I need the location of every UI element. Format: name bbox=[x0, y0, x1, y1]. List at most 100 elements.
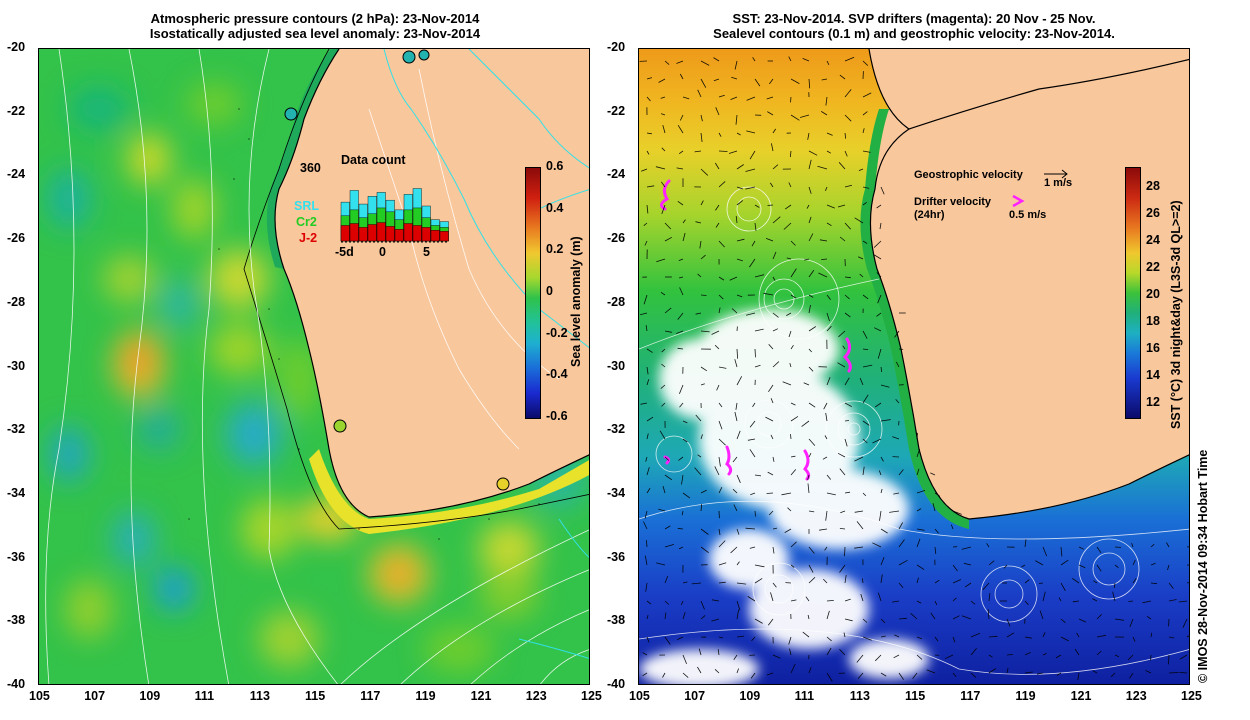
velocity-arrow bbox=[646, 150, 650, 155]
velocity-arrow bbox=[790, 663, 796, 674]
velocity-arrow bbox=[872, 438, 882, 444]
velocity-arrow bbox=[839, 528, 846, 530]
velocity-arrow bbox=[1186, 582, 1189, 584]
velocity-arrow bbox=[844, 402, 852, 407]
velocity-arrow bbox=[1042, 653, 1047, 656]
velocity-arrow bbox=[1096, 650, 1102, 656]
velocity-arrow bbox=[700, 528, 709, 535]
velocity-arrow bbox=[898, 539, 905, 548]
velocity-arrow bbox=[825, 412, 828, 422]
velocity-arrow bbox=[891, 600, 900, 603]
velocity-arrow bbox=[826, 222, 832, 227]
velocity-arrow bbox=[1150, 582, 1158, 585]
velocity-arrow bbox=[747, 596, 756, 602]
velocity-arrow bbox=[1166, 542, 1170, 548]
velocity-arrow bbox=[767, 204, 774, 206]
velocity-arrow bbox=[664, 236, 672, 242]
velocity-arrow bbox=[824, 546, 828, 551]
velocity-arrow bbox=[754, 222, 757, 231]
velocity-arrow bbox=[682, 611, 686, 620]
velocity-arrow bbox=[754, 348, 756, 358]
right_panel-xtick: 121 bbox=[1070, 689, 1092, 703]
velocity-arrow bbox=[804, 258, 810, 261]
velocity-arrow bbox=[682, 672, 689, 678]
velocity-arrow bbox=[837, 452, 846, 458]
velocity-arrow bbox=[732, 456, 738, 463]
velocity-arrow bbox=[772, 582, 777, 588]
left_panel-xtick: 125 bbox=[581, 689, 602, 703]
velocity-arrow bbox=[787, 507, 792, 512]
velocity-arrow bbox=[898, 672, 904, 680]
velocity-arrow bbox=[772, 361, 780, 368]
velocity-arrow bbox=[799, 114, 810, 118]
left-title-line1: Atmospheric pressure contours (2 hPa): 2… bbox=[150, 11, 480, 26]
velocity-arrow bbox=[730, 96, 738, 100]
velocity-arrow bbox=[733, 504, 738, 512]
velocity-arrow bbox=[844, 114, 852, 122]
velocity-arrow bbox=[916, 508, 922, 512]
velocity-arrow bbox=[844, 491, 851, 494]
velocity-arrow bbox=[659, 430, 666, 440]
velocity-arrow bbox=[736, 258, 743, 262]
velocity-arrow bbox=[1146, 615, 1152, 620]
velocity-arrow bbox=[646, 416, 654, 422]
velocity-arrow bbox=[872, 542, 882, 548]
velocity-arrow bbox=[770, 592, 774, 602]
geo-velocity-scale: 1 m/s bbox=[1044, 177, 1073, 189]
velocity-arrow bbox=[916, 528, 925, 531]
velocity-arrow bbox=[783, 222, 792, 230]
velocity-arrow bbox=[877, 348, 882, 359]
velocity-arrow bbox=[682, 654, 687, 665]
velocity-arrow bbox=[1024, 539, 1027, 548]
velocity-arrow bbox=[1074, 648, 1080, 656]
velocity-arrow bbox=[862, 420, 870, 426]
velocity-arrow bbox=[934, 636, 939, 642]
velocity-arrow bbox=[952, 672, 957, 678]
velocity-arrow bbox=[645, 325, 648, 332]
velocity-arrow bbox=[844, 89, 852, 98]
velocity-arrow bbox=[646, 132, 652, 135]
right_panel-cb-tick: 16 bbox=[1146, 341, 1160, 356]
velocity-arrow bbox=[1078, 546, 1084, 550]
velocity-arrow bbox=[790, 541, 797, 548]
velocity-arrow bbox=[825, 510, 828, 521]
velocity-arrow bbox=[1035, 560, 1044, 566]
velocity-arrow bbox=[808, 233, 814, 242]
velocity-arrow bbox=[660, 96, 666, 99]
velocity-arrow bbox=[643, 222, 648, 227]
velocity-arrow bbox=[681, 510, 684, 516]
velocity-arrow bbox=[747, 438, 756, 441]
velocity-arrow bbox=[1006, 667, 1009, 674]
velocity-arrow bbox=[681, 474, 684, 485]
velocity-arrow bbox=[733, 654, 738, 661]
velocity-arrow bbox=[751, 636, 756, 642]
velocity-arrow bbox=[893, 492, 900, 495]
velocity-arrow bbox=[808, 546, 815, 554]
velocity-arrow bbox=[1078, 564, 1086, 569]
velocity-arrow bbox=[732, 488, 738, 494]
velocity-arrow bbox=[646, 96, 651, 102]
velocity-arrow bbox=[858, 168, 864, 171]
velocity-arrow bbox=[679, 276, 684, 279]
right_panel-ytick: -28 bbox=[607, 294, 626, 309]
velocity-arrow bbox=[698, 648, 702, 656]
velocity-arrow bbox=[842, 345, 846, 350]
right_panel-ytick: -20 bbox=[607, 40, 626, 54]
velocity-arrow bbox=[786, 257, 792, 260]
left_panel-xtick: 113 bbox=[249, 689, 270, 703]
left_panel-xtick: 115 bbox=[305, 689, 326, 703]
velocity-arrow bbox=[808, 78, 811, 89]
velocity-arrow bbox=[1127, 654, 1134, 661]
velocity-arrow bbox=[889, 510, 900, 513]
velocity-arrow bbox=[877, 592, 882, 602]
velocity-arrow bbox=[854, 546, 864, 549]
velocity-arrow bbox=[916, 538, 921, 548]
velocity-arrow bbox=[718, 294, 724, 300]
velocity-arrow bbox=[788, 56, 792, 62]
velocity-arrow bbox=[944, 654, 954, 660]
velocity-arrow bbox=[767, 618, 774, 626]
inset-xtick-2: 0 bbox=[379, 245, 386, 259]
velocity-arrow bbox=[844, 618, 853, 622]
velocity-arrow bbox=[1096, 614, 1102, 620]
velocity-arrow bbox=[736, 294, 743, 298]
